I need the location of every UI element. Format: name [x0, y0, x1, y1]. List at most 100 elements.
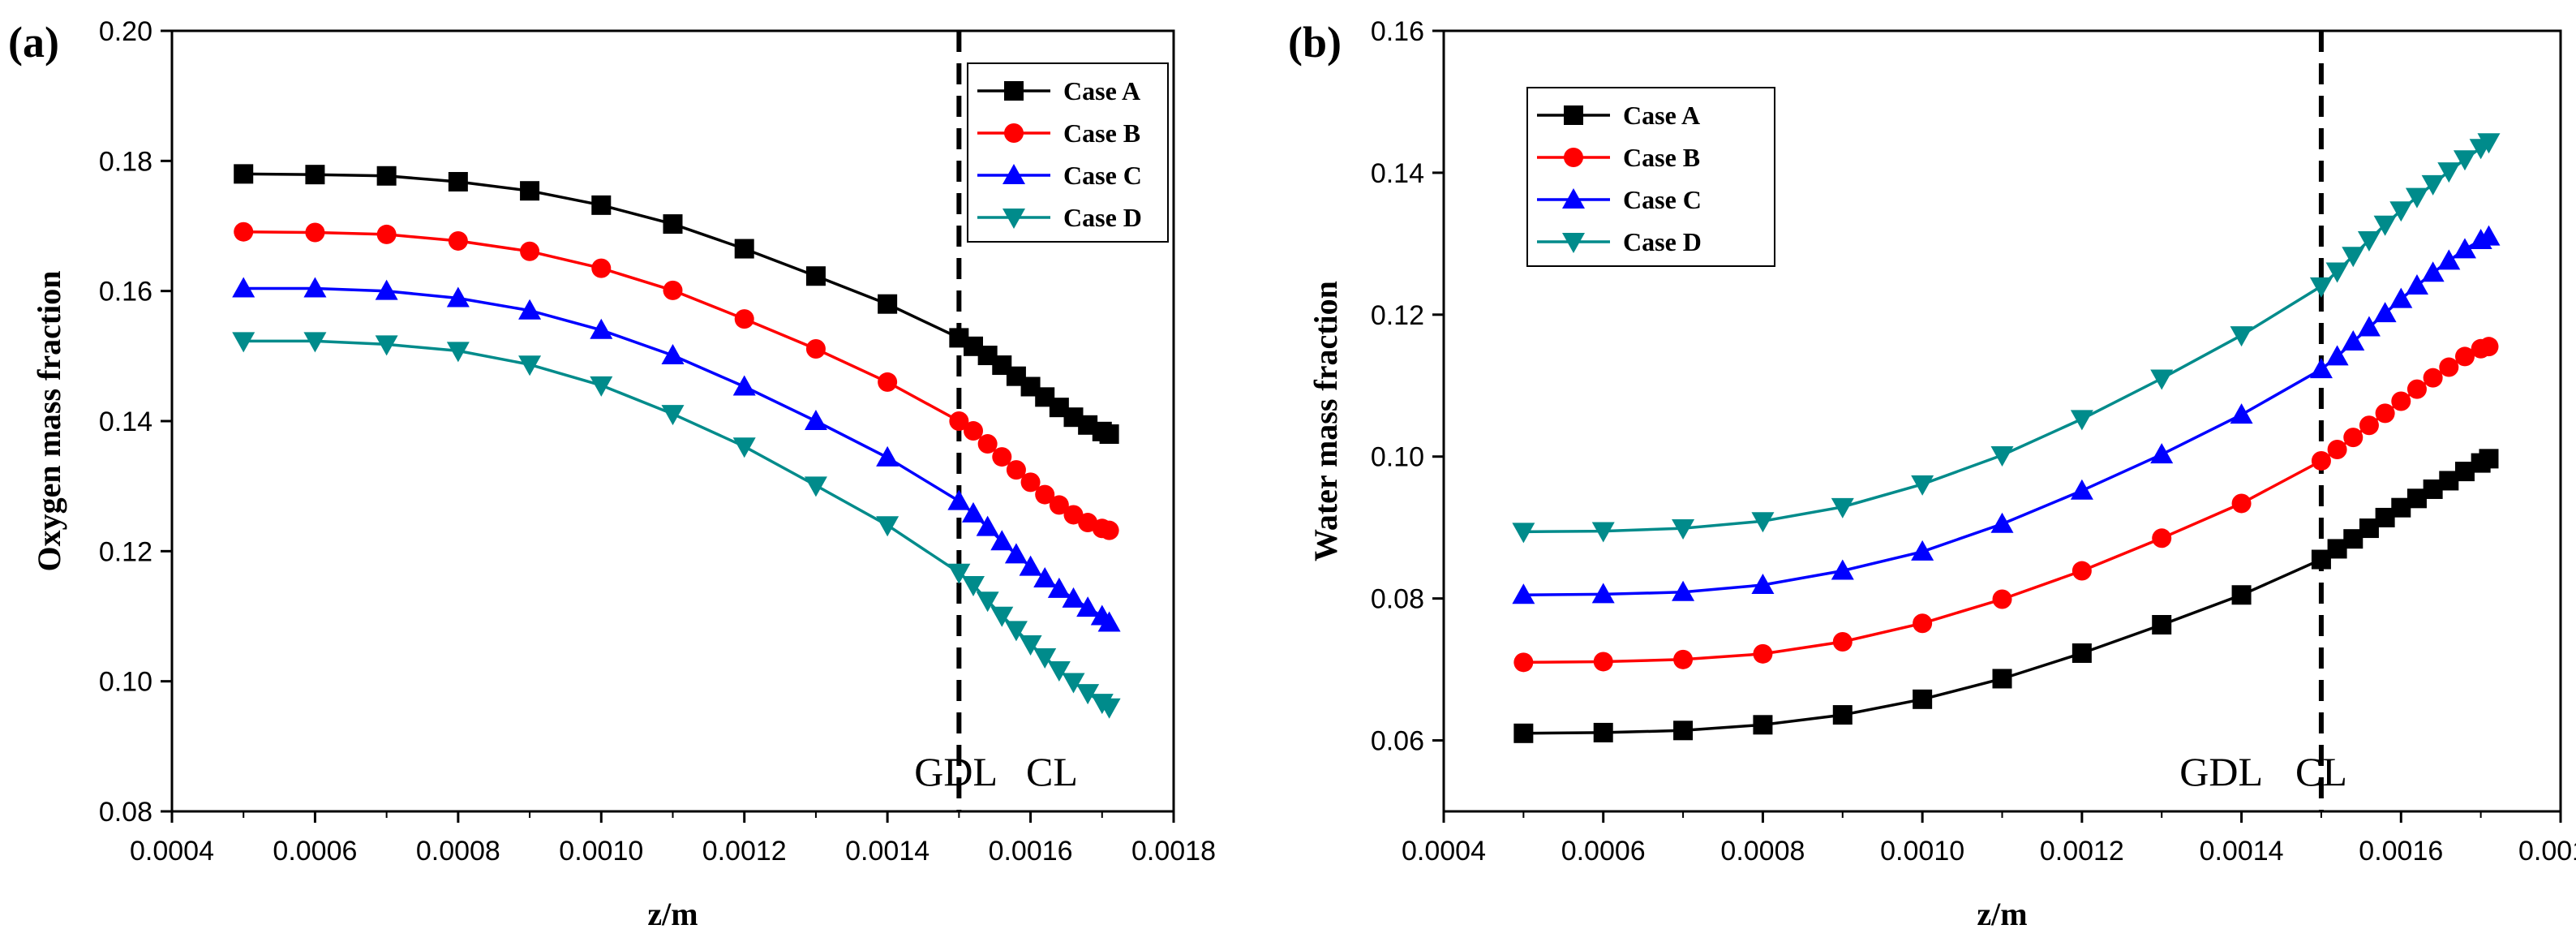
data-point — [878, 372, 898, 392]
legend-item: Case B — [977, 118, 1140, 148]
legend-label: Case B — [1623, 143, 1700, 172]
data-point — [732, 437, 756, 458]
y-tick-label: 0.20 — [99, 16, 152, 47]
data-point — [2342, 247, 2365, 268]
data-point — [2152, 614, 2172, 634]
panel-label: (b) — [1288, 18, 1342, 67]
data-point — [1593, 652, 1613, 672]
data-point — [1512, 583, 1535, 604]
data-point — [1047, 661, 1071, 682]
data-point — [1047, 577, 1071, 598]
data-point — [962, 576, 985, 597]
data-point — [520, 181, 540, 201]
legend-item: Case D — [1537, 227, 1702, 256]
data-point — [2311, 450, 2331, 471]
data-point — [1004, 621, 1028, 642]
data-point — [1035, 484, 1055, 505]
legend-item: Case A — [1537, 101, 1700, 130]
data-point — [1831, 497, 1854, 518]
data-point — [234, 164, 254, 184]
data-point — [1033, 648, 1057, 669]
data-point — [2405, 273, 2428, 295]
y-tick-label: 0.08 — [1371, 584, 1424, 615]
x-tick-label: 0.0008 — [1720, 836, 1805, 867]
series-case-c — [1512, 225, 2501, 604]
data-point — [520, 241, 540, 261]
data-point — [2375, 403, 2395, 424]
data-point — [2373, 215, 2397, 236]
data-point — [518, 299, 542, 320]
series-case-d — [1512, 133, 2501, 544]
data-point — [2391, 391, 2411, 411]
y-axis-title: Oxygen mass fraction — [31, 270, 67, 571]
data-point — [1672, 519, 1695, 540]
legend-label: Case C — [1623, 185, 1702, 214]
data-point — [876, 516, 899, 537]
data-point — [876, 445, 899, 467]
data-point — [663, 214, 683, 234]
data-point — [376, 224, 397, 244]
data-point — [1049, 495, 1069, 515]
y-tick-label: 0.08 — [99, 797, 152, 828]
data-point — [1913, 689, 1933, 709]
data-point — [448, 230, 468, 251]
data-point — [976, 515, 999, 536]
x-axis-ticks: 0.0004 0.0006 0.0008 0.0010 0.0012 0.0014 0.00… — [130, 811, 1216, 867]
x-tick-label: 0.0004 — [1402, 836, 1486, 867]
data-point — [1832, 631, 1853, 652]
data-point — [1591, 522, 1615, 543]
legend-label: Case D — [1063, 203, 1142, 232]
data-point — [1673, 649, 1694, 669]
x-tick-label: 0.0008 — [416, 836, 500, 867]
data-point — [2423, 368, 2443, 388]
data-point — [2389, 287, 2413, 308]
data-point — [947, 563, 971, 584]
legend-label: Case D — [1623, 227, 1702, 256]
data-point — [303, 332, 327, 353]
data-point — [804, 410, 827, 430]
legend-item: Case B — [1537, 143, 1700, 172]
data-point — [303, 277, 327, 298]
data-point — [990, 530, 1014, 551]
series-case-b — [1513, 337, 2499, 673]
x-tick-label: 0.0006 — [273, 836, 357, 867]
data-point — [1911, 475, 1934, 496]
data-point — [2357, 230, 2381, 252]
data-point — [2231, 493, 2252, 514]
data-point — [2421, 261, 2445, 282]
x-tick-label: 0.0012 — [702, 836, 787, 867]
data-point — [1832, 705, 1853, 725]
data-point — [232, 332, 255, 353]
data-point — [1751, 574, 1775, 595]
y-axis-title: Water mass fraction — [1307, 281, 1344, 561]
data-point — [1990, 512, 2014, 533]
data-point — [2421, 174, 2445, 196]
data-point — [305, 222, 325, 243]
data-point — [732, 375, 756, 396]
data-point — [2070, 479, 2093, 500]
legend-label: Case A — [1623, 101, 1700, 130]
legend-label: Case A — [1063, 76, 1140, 105]
data-point — [1062, 673, 1085, 694]
data-point — [1097, 611, 1121, 632]
data-point — [1591, 583, 1615, 604]
data-point — [1006, 460, 1026, 480]
chart-panel-a: (a)0.0004 0.0006 0.0008 0.0010 0.0012 0.0014 0… — [8, 16, 1216, 932]
data-point — [1751, 512, 1775, 533]
series-line — [243, 339, 1110, 709]
legend: Case A Case B Case C Case D — [967, 62, 1169, 243]
data-point — [2437, 162, 2461, 183]
region-label-gdl: GDL — [2179, 749, 2263, 794]
data-point — [2150, 443, 2174, 464]
y-tick-label: 0.14 — [99, 406, 152, 437]
data-point — [976, 591, 999, 613]
legend-item: Case C — [1537, 185, 1702, 214]
data-point — [1992, 589, 2012, 609]
data-point — [1753, 643, 1773, 664]
series-case-d — [232, 332, 1121, 719]
data-point — [446, 342, 470, 363]
data-point — [2389, 201, 2413, 222]
data-point — [992, 447, 1012, 467]
data-point — [1831, 559, 1854, 580]
data-point — [977, 434, 998, 454]
